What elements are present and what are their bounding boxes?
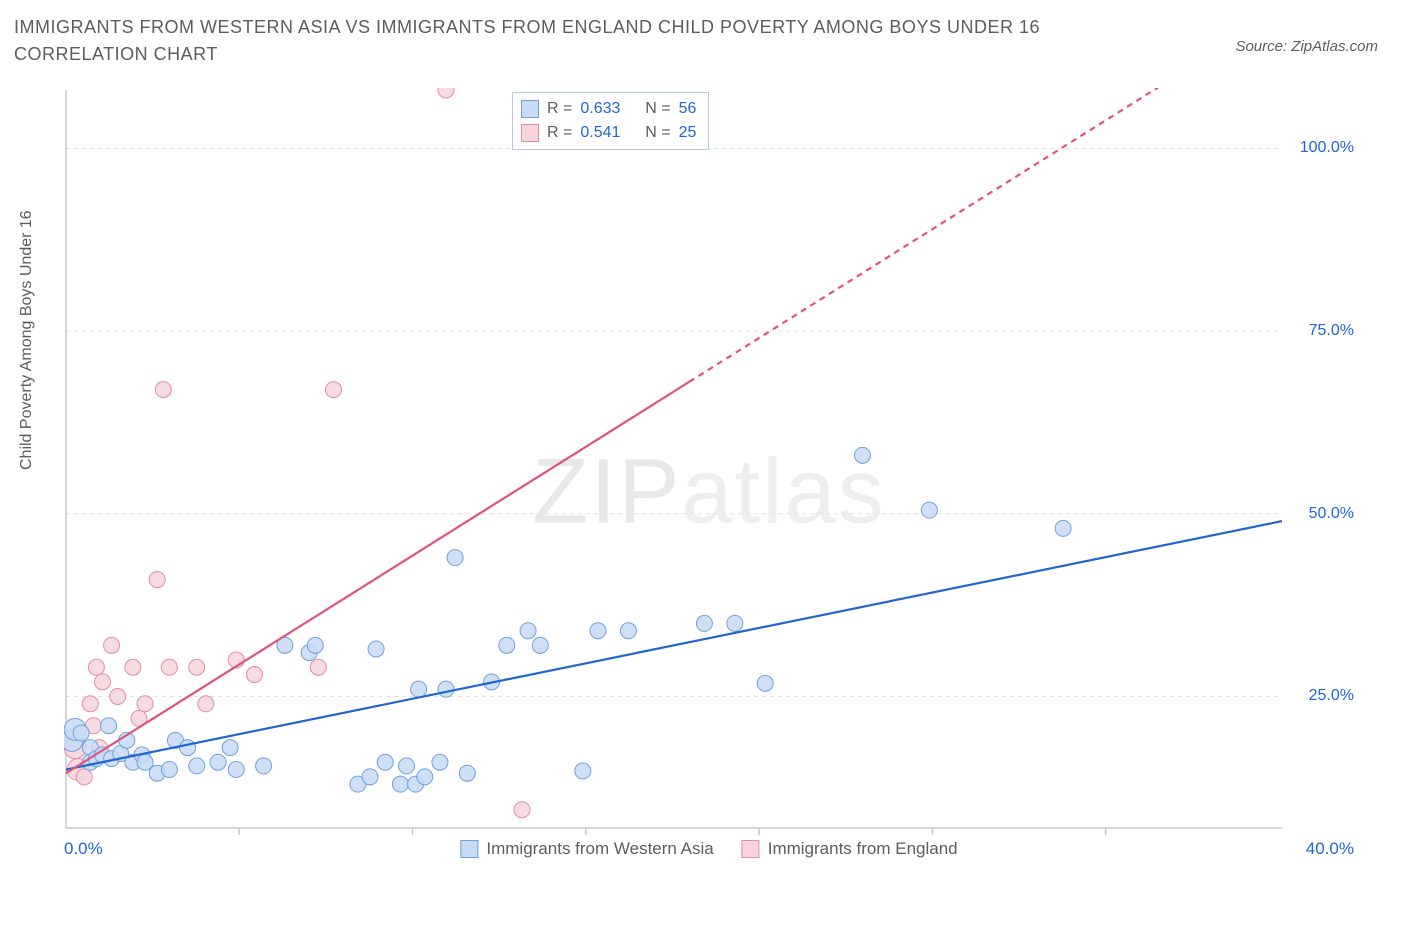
data-point: [82, 696, 98, 712]
data-point: [256, 758, 272, 774]
data-point: [392, 776, 408, 792]
data-point: [246, 667, 262, 683]
data-point: [180, 740, 196, 756]
data-point: [198, 696, 214, 712]
data-point: [189, 758, 205, 774]
data-point: [76, 769, 92, 785]
data-point: [398, 758, 414, 774]
data-point: [362, 769, 378, 785]
data-point: [411, 681, 427, 697]
data-point: [727, 615, 743, 631]
n-label: N =: [645, 97, 670, 121]
data-point: [575, 763, 591, 779]
data-point: [101, 718, 117, 734]
data-point: [447, 550, 463, 566]
data-point: [161, 659, 177, 675]
n-label: N =: [645, 121, 670, 145]
data-point: [459, 765, 475, 781]
data-point: [326, 382, 342, 398]
y-axis-label: Child Poverty Among Boys Under 16: [18, 210, 36, 470]
correlation-legend: R = 0.633 N = 56 R = 0.541 N = 25: [512, 92, 709, 150]
y-tick-label: 50.0%: [1309, 505, 1354, 523]
data-point: [854, 447, 870, 463]
data-point: [155, 382, 171, 398]
data-point: [104, 637, 120, 653]
data-point: [210, 754, 226, 770]
data-point: [377, 754, 393, 770]
data-point: [161, 762, 177, 778]
legend-swatch: [521, 124, 539, 142]
data-point: [73, 725, 89, 741]
r-label: R =: [547, 97, 572, 121]
x-tick-min: 0.0%: [64, 839, 103, 859]
data-point: [432, 754, 448, 770]
data-point: [307, 637, 323, 653]
chart-title: IMMIGRANTS FROM WESTERN ASIA VS IMMIGRAN…: [14, 14, 1114, 68]
data-point: [620, 623, 636, 639]
legend-swatch: [460, 840, 478, 858]
data-point: [696, 615, 712, 631]
data-point: [310, 659, 326, 675]
data-point: [590, 623, 606, 639]
legend-stat-row: R = 0.541 N = 25: [521, 121, 696, 145]
n-value: 56: [679, 97, 697, 121]
y-tick-label: 75.0%: [1309, 322, 1354, 340]
chart-area: ZIPatlas R =0.633 N =56R =0.541 N =25 25…: [64, 88, 1354, 864]
data-point: [757, 675, 773, 691]
legend-item: Immigrants from England: [742, 839, 958, 859]
legend-label: Immigrants from Western Asia: [486, 839, 713, 859]
data-point: [532, 637, 548, 653]
data-point: [438, 88, 454, 98]
y-tick-label: 100.0%: [1300, 139, 1354, 157]
x-axis-legend: 0.0% Immigrants from Western Asia Immigra…: [64, 834, 1354, 864]
n-value: 25: [679, 121, 697, 145]
data-point: [88, 659, 104, 675]
data-point: [149, 572, 165, 588]
legend-swatch: [521, 100, 539, 118]
r-value: 0.541: [580, 121, 620, 145]
data-point: [499, 637, 515, 653]
data-point: [438, 681, 454, 697]
r-label: R =: [547, 121, 572, 145]
x-tick-max: 40.0%: [1306, 839, 1354, 859]
trend-line-dashed: [689, 88, 1282, 382]
source-credit: Source: ZipAtlas.com: [1235, 38, 1378, 55]
data-point: [514, 802, 530, 818]
data-point: [137, 696, 153, 712]
data-point: [368, 641, 384, 657]
data-point: [94, 674, 110, 690]
data-point: [228, 762, 244, 778]
data-point: [110, 688, 126, 704]
legend-item: Immigrants from Western Asia: [460, 839, 713, 859]
legend-label: Immigrants from England: [768, 839, 958, 859]
data-point: [222, 740, 238, 756]
r-value: 0.633: [580, 97, 620, 121]
scatter-plot: [64, 88, 1354, 864]
legend-stat-row: R = 0.633 N = 56: [521, 97, 696, 121]
trend-line: [66, 521, 1282, 769]
data-point: [125, 659, 141, 675]
data-point: [520, 623, 536, 639]
y-tick-label: 25.0%: [1309, 687, 1354, 705]
data-point: [1055, 520, 1071, 536]
legend-swatch: [742, 840, 760, 858]
data-point: [921, 502, 937, 518]
data-point: [417, 769, 433, 785]
data-point: [189, 659, 205, 675]
